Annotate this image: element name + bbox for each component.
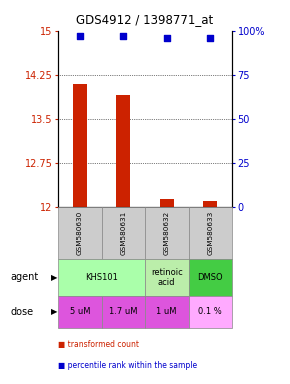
Bar [160, 199, 174, 207]
Text: 1 uM: 1 uM [157, 308, 177, 316]
Point [164, 35, 169, 41]
Text: GSM580630: GSM580630 [77, 211, 83, 255]
Text: GSM580633: GSM580633 [207, 211, 213, 255]
Text: KHS101: KHS101 [85, 273, 118, 282]
Text: agent: agent [10, 272, 38, 283]
Text: dose: dose [10, 307, 33, 317]
Text: 5 uM: 5 uM [70, 308, 90, 316]
Point [77, 33, 82, 39]
Text: GSM580631: GSM580631 [120, 211, 126, 255]
Point [121, 33, 126, 39]
Bar [73, 84, 87, 207]
Text: GSM580632: GSM580632 [164, 211, 170, 255]
Text: 1.7 uM: 1.7 uM [109, 308, 137, 316]
Bar [116, 96, 130, 207]
Text: retinoic
acid: retinoic acid [151, 268, 183, 287]
Text: GDS4912 / 1398771_at: GDS4912 / 1398771_at [76, 13, 214, 26]
Point [208, 35, 213, 41]
Text: ■ transformed count: ■ transformed count [58, 340, 139, 349]
Text: 0.1 %: 0.1 % [198, 308, 222, 316]
Text: DMSO: DMSO [197, 273, 223, 282]
Text: ▶: ▶ [51, 273, 57, 282]
Text: ■ percentile rank within the sample: ■ percentile rank within the sample [58, 361, 197, 370]
Bar [203, 202, 217, 207]
Text: ▶: ▶ [51, 308, 57, 316]
